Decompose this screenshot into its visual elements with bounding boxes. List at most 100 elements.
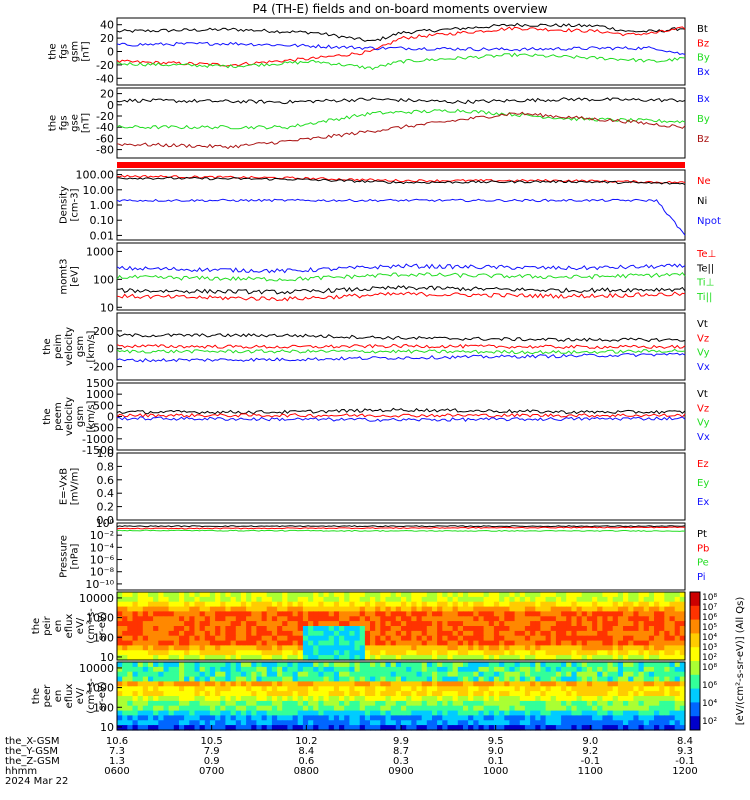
heatmap-cell bbox=[318, 666, 325, 673]
heatmap-cell bbox=[189, 662, 196, 668]
heatmap-cell bbox=[390, 616, 397, 622]
heatmap-cell bbox=[406, 696, 412, 702]
heatmap-cell bbox=[648, 655, 655, 661]
heatmap-cell bbox=[184, 662, 190, 668]
heatmap-cell bbox=[344, 596, 350, 603]
heatmap-cell bbox=[463, 725, 469, 731]
heatmap-cell bbox=[251, 681, 258, 687]
x-tick-value: 7.9 bbox=[204, 746, 220, 757]
heatmap-cell bbox=[204, 662, 211, 668]
heatmap-cell bbox=[421, 710, 428, 717]
heatmap-cell bbox=[266, 720, 273, 726]
heatmap-cell bbox=[122, 645, 128, 651]
heatmap-cell bbox=[318, 655, 325, 661]
heatmap-cell bbox=[550, 611, 557, 617]
heatmap-cell bbox=[545, 710, 552, 717]
heatmap-cell bbox=[132, 676, 139, 683]
heatmap-cell bbox=[452, 611, 459, 617]
heatmap-cell bbox=[132, 592, 139, 598]
heatmap-cell bbox=[292, 592, 299, 598]
heatmap-cell bbox=[370, 621, 376, 627]
y-axis-label: [eV] bbox=[70, 266, 81, 287]
heatmap-cell bbox=[271, 710, 278, 717]
heatmap-cell bbox=[148, 635, 154, 642]
heatmap-cell bbox=[390, 671, 397, 678]
heatmap-cell bbox=[302, 666, 309, 673]
heatmap-cell bbox=[463, 655, 469, 661]
heatmap-cell bbox=[323, 655, 330, 661]
heatmap-cell bbox=[173, 691, 180, 697]
heatmap-cell bbox=[659, 655, 665, 661]
series-line-Ti-perp bbox=[116, 271, 686, 282]
heatmap-cell bbox=[550, 635, 557, 642]
heatmap-cell bbox=[648, 720, 655, 726]
heatmap-cell bbox=[240, 630, 247, 637]
y-tick-label: 20 bbox=[100, 32, 114, 45]
heatmap-cell bbox=[297, 715, 304, 721]
heatmap-cell bbox=[137, 655, 144, 661]
heatmap-cell bbox=[122, 655, 128, 661]
heatmap-cell bbox=[344, 715, 350, 721]
heatmap-cell bbox=[220, 700, 227, 707]
heatmap-cell bbox=[163, 611, 170, 617]
heatmap-cell bbox=[189, 671, 196, 678]
panel-frame bbox=[116, 17, 686, 86]
heatmap-cell bbox=[628, 715, 634, 721]
heatmap-cell bbox=[499, 645, 505, 651]
heatmap-cell bbox=[163, 720, 170, 726]
heatmap-cell bbox=[328, 626, 335, 632]
heatmap-cell bbox=[220, 640, 227, 647]
heatmap-cell bbox=[535, 696, 542, 702]
heatmap-cell bbox=[132, 696, 139, 702]
heatmap-cell bbox=[540, 650, 547, 656]
heatmap-cell bbox=[370, 596, 376, 603]
heatmap-cell bbox=[132, 671, 139, 678]
heatmap-cell bbox=[463, 645, 469, 651]
heatmap-cell bbox=[117, 601, 123, 608]
heatmap-cell bbox=[287, 616, 294, 622]
y-axis-label: [mV/m] bbox=[70, 468, 81, 506]
heatmap-cell bbox=[519, 710, 526, 717]
heatmap-cell bbox=[230, 686, 237, 692]
heatmap-cell bbox=[313, 621, 319, 627]
heatmap-cell bbox=[380, 696, 387, 702]
heatmap-cell bbox=[628, 606, 634, 613]
heatmap-cell bbox=[235, 601, 242, 608]
heatmap-cell bbox=[292, 601, 299, 608]
heatmap-cell bbox=[204, 715, 211, 721]
heatmap-cell bbox=[189, 655, 196, 661]
heatmap-cell bbox=[163, 715, 170, 721]
heatmap-cell bbox=[504, 691, 511, 697]
heatmap-cell bbox=[473, 681, 480, 687]
heatmap-cell bbox=[654, 635, 660, 642]
heatmap-cell bbox=[313, 681, 319, 687]
heatmap-cell bbox=[117, 635, 123, 642]
heatmap-cell bbox=[576, 616, 583, 622]
heatmap-cell bbox=[292, 626, 299, 632]
heatmap-cell bbox=[524, 655, 531, 661]
heatmap-cell bbox=[354, 700, 361, 707]
heatmap-cell bbox=[535, 710, 542, 717]
heatmap-cell bbox=[602, 592, 609, 598]
heatmap-cell bbox=[277, 705, 283, 712]
heatmap-cell bbox=[566, 630, 572, 637]
heatmap-cell bbox=[530, 662, 536, 668]
heatmap-cell bbox=[209, 616, 216, 622]
heatmap-cell bbox=[256, 715, 263, 721]
heatmap-cell bbox=[370, 725, 376, 731]
heatmap-cell bbox=[602, 696, 609, 702]
heatmap-cell bbox=[292, 650, 299, 656]
heatmap-cell bbox=[514, 616, 521, 622]
heatmap-cell bbox=[592, 705, 598, 712]
heatmap-cell bbox=[251, 696, 258, 702]
heatmap-cell bbox=[209, 710, 216, 717]
heatmap-cell bbox=[297, 630, 304, 637]
heatmap-cell bbox=[509, 621, 516, 627]
heatmap-cell bbox=[194, 611, 201, 617]
heatmap-cell bbox=[509, 666, 516, 673]
heatmap-cell bbox=[246, 606, 252, 613]
heatmap-cell bbox=[395, 710, 402, 717]
heatmap-cell bbox=[359, 635, 366, 642]
heatmap-cell bbox=[266, 606, 273, 613]
x-tick-value: 1.3 bbox=[109, 756, 125, 767]
